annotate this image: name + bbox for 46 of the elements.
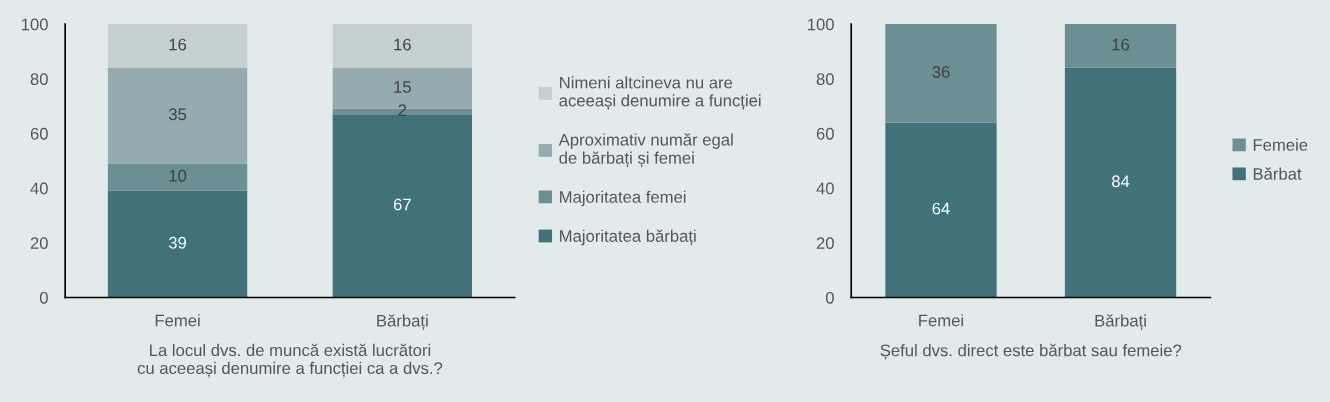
- bar: [332, 24, 472, 68]
- y-tick-label: 100: [808, 18, 834, 31]
- x-tick-label: Femei: [155, 314, 200, 327]
- data-label: 16: [394, 38, 411, 51]
- data-label: 10: [169, 169, 187, 182]
- legend-label: Bărbat: [1253, 167, 1302, 180]
- data-label: 67: [393, 198, 411, 211]
- bar: [107, 24, 248, 68]
- bar: [1064, 24, 1177, 68]
- bar: [1064, 67, 1177, 298]
- data-label: 16: [1112, 38, 1130, 51]
- y-tick-label: 60: [30, 127, 48, 140]
- y-tick-label: 40: [816, 182, 834, 195]
- data-label: 39: [168, 236, 187, 249]
- y-tick-label: 20: [816, 237, 834, 250]
- y-tick-label: 40: [30, 182, 48, 195]
- bar: [107, 163, 248, 191]
- y-tick-label: 80: [816, 73, 834, 85]
- y-tick-label: 80: [30, 73, 48, 85]
- legend-label: Femeie: [1253, 138, 1308, 151]
- legend-label: Nimeni altcineva nu are aceeași denumire a funcției: [559, 76, 761, 110]
- x-tick-label: Bărbați: [377, 314, 428, 330]
- data-label: 84: [1111, 175, 1130, 188]
- bar: [107, 190, 248, 298]
- legend-label: Majoritatea femei: [560, 190, 686, 207]
- legend-label: Majoritatea bărbați: [560, 229, 696, 246]
- data-label: 64: [932, 202, 950, 215]
- y-tick-label: 0: [825, 291, 834, 304]
- data-label: 16: [169, 38, 187, 51]
- x-axis-title: La locul dvs. de muncă există lucrători cu aceeași denumire a funcției ca a dvs.?: [137, 343, 443, 378]
- y-tick-label: 60: [816, 127, 834, 140]
- data-label: 35: [168, 108, 187, 121]
- data-label: 36: [932, 66, 950, 78]
- y-tick-label: 0: [39, 291, 48, 304]
- legend-label: Aproximativ număr egal de bărbați și femei: [558, 133, 733, 168]
- y-tick-label: 20: [30, 237, 48, 250]
- x-tick-label: Bărbați: [1095, 314, 1146, 330]
- data-label: 2: [398, 104, 407, 116]
- bar: [107, 67, 248, 164]
- bar: [885, 24, 997, 123]
- y-tick-label: 100: [21, 18, 48, 31]
- bar: [885, 122, 997, 298]
- bar: [332, 114, 472, 298]
- data-label: 15: [394, 81, 411, 93]
- x-axis-title: Șeful dvs. direct este bărbat sau femeie?: [880, 343, 1182, 360]
- x-tick-label: Femei: [919, 314, 964, 327]
